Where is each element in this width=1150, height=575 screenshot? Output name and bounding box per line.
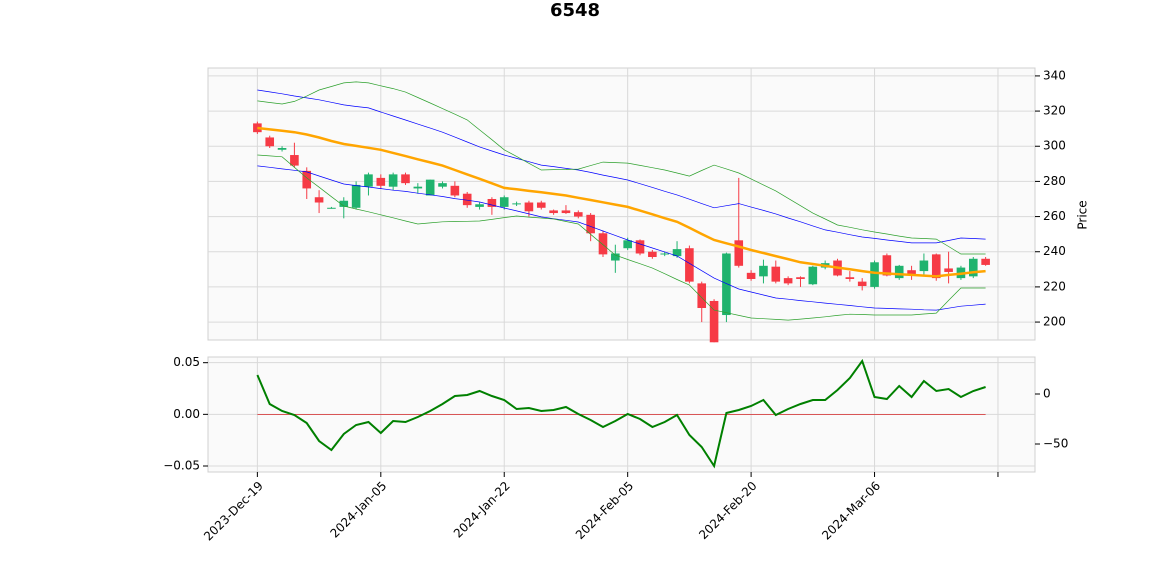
- candle-body: [734, 240, 744, 266]
- candle-body: [499, 197, 509, 207]
- candle-body: [944, 268, 953, 272]
- candle-body: [475, 204, 484, 207]
- candle-body: [660, 253, 670, 255]
- line-series: [256, 358, 986, 469]
- candle-body: [870, 262, 879, 287]
- candle-body: [487, 198, 497, 207]
- candle-body: [894, 265, 904, 279]
- price-panel: [207, 67, 1036, 341]
- candle-body: [845, 277, 855, 279]
- candle-body: [931, 254, 941, 279]
- line-series: [257, 154, 986, 321]
- candle-body: [857, 281, 867, 287]
- candle-body: [573, 212, 583, 217]
- x-tick-label: 2024-Jan-22: [451, 479, 513, 541]
- y-tick-label: 200: [1043, 315, 1066, 329]
- y-tick-label: 220: [1043, 279, 1066, 293]
- candle-body: [796, 277, 805, 279]
- candle-body: [425, 179, 435, 196]
- candle-body: [771, 266, 781, 282]
- candle-body: [388, 174, 398, 187]
- candle-body: [302, 170, 312, 189]
- candle-body: [512, 203, 521, 205]
- y-tick-label: −0.05: [163, 459, 200, 473]
- candle-body: [882, 255, 892, 276]
- candle-body: [648, 251, 657, 258]
- candle-body: [635, 240, 645, 254]
- candle-body: [364, 174, 373, 187]
- candle-body: [672, 249, 682, 257]
- candle-body: [759, 265, 768, 277]
- y-tick-label: 0.00: [173, 407, 200, 421]
- y2-tick-label: 0: [1043, 387, 1051, 401]
- y-tick-label: 240: [1043, 244, 1066, 258]
- y-tick-label: 340: [1043, 68, 1066, 82]
- candle-body: [376, 177, 386, 186]
- candle-body: [611, 253, 620, 261]
- candle-body: [697, 283, 707, 308]
- y-axis-label: Price: [1076, 200, 1090, 229]
- candle-body: [783, 278, 793, 284]
- candle-body: [413, 186, 423, 189]
- candle-body: [462, 193, 472, 206]
- candle-body: [265, 137, 275, 147]
- candle-body: [438, 183, 447, 187]
- candle-body: [524, 202, 534, 212]
- line-series: [257, 126, 986, 278]
- candle-body: [746, 272, 756, 279]
- candle-body: [339, 200, 349, 207]
- y-tick-label: 320: [1043, 104, 1066, 118]
- line-series: [257, 165, 986, 311]
- candle-body: [450, 185, 460, 196]
- candle-body: [561, 210, 571, 214]
- candle-body: [685, 248, 694, 282]
- candle-body: [981, 258, 990, 265]
- candle-body: [327, 207, 336, 209]
- candle-body: [586, 214, 595, 234]
- x-tick-label: 2024-Mar-06: [819, 479, 883, 543]
- x-tick-label: 2024-Jan-05: [327, 479, 389, 541]
- candle-body: [290, 155, 299, 166]
- line-series: [257, 81, 986, 255]
- y2-tick-label: −50: [1043, 437, 1068, 451]
- candle-body: [919, 260, 929, 272]
- candle-body: [968, 258, 978, 277]
- line-series: [257, 89, 986, 244]
- candle-body: [314, 197, 324, 203]
- candle-body: [401, 174, 410, 184]
- candle-body: [253, 123, 262, 133]
- x-tick-label: 2024-Feb-20: [696, 479, 759, 542]
- candle-body: [598, 233, 608, 255]
- x-tick-label: 2023-Dec-19: [201, 479, 266, 544]
- candle-body: [277, 148, 287, 150]
- y-tick-label: 0.05: [173, 355, 200, 369]
- x-tick-label: 2024-Feb-05: [573, 479, 636, 542]
- candle-body: [351, 184, 361, 208]
- candle-body: [623, 240, 632, 249]
- candle-body: [536, 202, 546, 208]
- candle-body: [722, 253, 731, 316]
- candle-body: [549, 210, 558, 214]
- candle-body: [808, 266, 818, 285]
- y-tick-label: 300: [1043, 139, 1066, 153]
- y-tick-label: 260: [1043, 209, 1066, 223]
- candle-body: [709, 300, 719, 343]
- chart-title: 6548: [550, 0, 600, 21]
- y-tick-label: 280: [1043, 174, 1066, 188]
- candle-body: [907, 270, 916, 276]
